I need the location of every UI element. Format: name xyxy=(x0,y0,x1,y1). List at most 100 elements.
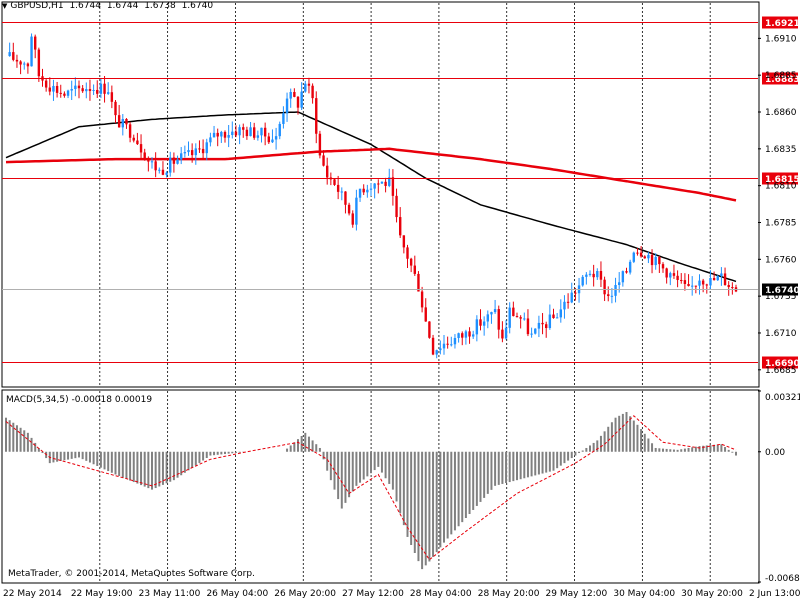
candle-body xyxy=(223,131,227,138)
candle-body xyxy=(70,89,73,91)
candle-body xyxy=(599,271,603,280)
candle-body xyxy=(34,36,37,50)
candle-body xyxy=(194,148,197,156)
candle-body xyxy=(380,181,384,184)
candle-body xyxy=(85,89,88,92)
candle-body xyxy=(344,191,347,205)
candle-body xyxy=(132,137,135,141)
candle-body xyxy=(256,135,260,138)
price-tick-label: 1.6885 xyxy=(765,71,797,81)
candle-body xyxy=(683,280,687,284)
candle-body xyxy=(238,127,241,136)
price-level-tag xyxy=(762,16,798,29)
candle-body xyxy=(588,273,592,275)
candle-body xyxy=(198,148,201,150)
candle-body xyxy=(110,92,114,102)
candle-body xyxy=(585,274,588,277)
candle-body xyxy=(128,124,132,138)
candle-body xyxy=(650,254,654,266)
candle-body xyxy=(457,333,460,338)
candle-body xyxy=(482,321,486,326)
horizontal-price-lines[interactable]: 1.6921 1.6883 1.6815 1.6740 1.6690 xyxy=(2,16,800,370)
candle-body xyxy=(271,139,274,143)
candle-body xyxy=(180,153,183,160)
candle-body xyxy=(680,279,683,281)
candle-body xyxy=(304,83,307,92)
candle-body xyxy=(628,261,632,273)
grid-lines xyxy=(99,3,711,582)
candle-body xyxy=(515,316,519,318)
candle-body xyxy=(92,89,95,91)
candle-body xyxy=(596,271,599,278)
candle-body xyxy=(333,179,336,185)
time-tick-label: 27 May 12:00 xyxy=(342,589,404,599)
candle-body xyxy=(497,309,500,330)
candle-body xyxy=(545,324,548,329)
time-tick-label: 23 May 11:00 xyxy=(139,589,201,599)
candle-body xyxy=(574,292,577,294)
price-level-tag xyxy=(762,356,798,369)
current-price-label: 1.6740 xyxy=(765,286,800,296)
candle-body xyxy=(231,131,234,136)
price-level-label: 1.6815 xyxy=(765,175,800,185)
candle-body xyxy=(12,52,15,60)
candle-body xyxy=(727,285,730,288)
macd-panel[interactable] xyxy=(1,389,760,584)
candle-body xyxy=(610,295,614,297)
candle-body xyxy=(424,307,427,322)
chart-menu-arrow-icon[interactable]: ▼ xyxy=(2,2,8,10)
candle-body xyxy=(570,292,573,303)
candle-body xyxy=(107,92,110,94)
candle-body xyxy=(523,318,526,320)
candle-body xyxy=(81,88,84,92)
macd-signal-path xyxy=(5,415,737,561)
candle-body xyxy=(285,98,289,114)
candle-body xyxy=(183,152,187,154)
candle-body xyxy=(712,277,716,281)
candle-body xyxy=(114,101,117,116)
candle-body xyxy=(355,197,358,225)
candle-body xyxy=(77,85,81,89)
candle-body xyxy=(552,314,555,319)
candle-body xyxy=(139,144,143,153)
candle-body xyxy=(326,165,329,178)
price-level-tag xyxy=(762,172,798,185)
candle-body xyxy=(636,252,639,254)
candle-body xyxy=(698,280,701,286)
candle-body xyxy=(607,294,610,297)
candle-body xyxy=(395,195,398,218)
macd-main-value: -0.00018 xyxy=(71,395,112,405)
candle-body xyxy=(442,343,446,349)
candle-body xyxy=(37,49,41,77)
time-tick-label: 30 May 20:00 xyxy=(681,589,743,599)
candle-body xyxy=(614,284,617,296)
candle-body xyxy=(431,337,435,355)
candle-body xyxy=(55,85,59,93)
candle-body xyxy=(647,254,650,259)
candle-body xyxy=(731,287,734,289)
candle-body xyxy=(504,327,508,339)
candle-body xyxy=(143,152,146,161)
candle-body xyxy=(701,280,705,285)
time-axis: 22 May 2014 22 May 19:00 23 May 11:00 26 Ma… xyxy=(3,589,800,599)
candle-body xyxy=(603,279,606,295)
candle-body xyxy=(117,115,121,128)
candle-body xyxy=(402,235,406,248)
price-panel[interactable] xyxy=(1,1,760,388)
candle-body xyxy=(216,132,219,137)
price-tick-label: 1.6860 xyxy=(765,108,797,118)
candle-body xyxy=(161,169,165,175)
candle-body xyxy=(643,256,646,259)
candle-body xyxy=(472,334,475,337)
candle-body xyxy=(486,314,489,322)
candlesticks xyxy=(8,33,738,359)
candle-body xyxy=(479,319,482,326)
candle-body xyxy=(362,188,365,193)
candle-body xyxy=(705,284,708,286)
time-tick-label: 2 Jun 13:00 xyxy=(749,589,800,599)
price-level-tag xyxy=(762,72,798,85)
macd-header: MACD(5,34,5) -0.00018 0.00019 xyxy=(6,395,152,405)
candle-body xyxy=(420,291,424,308)
macd-tick-label: -0.00688 xyxy=(765,574,800,584)
